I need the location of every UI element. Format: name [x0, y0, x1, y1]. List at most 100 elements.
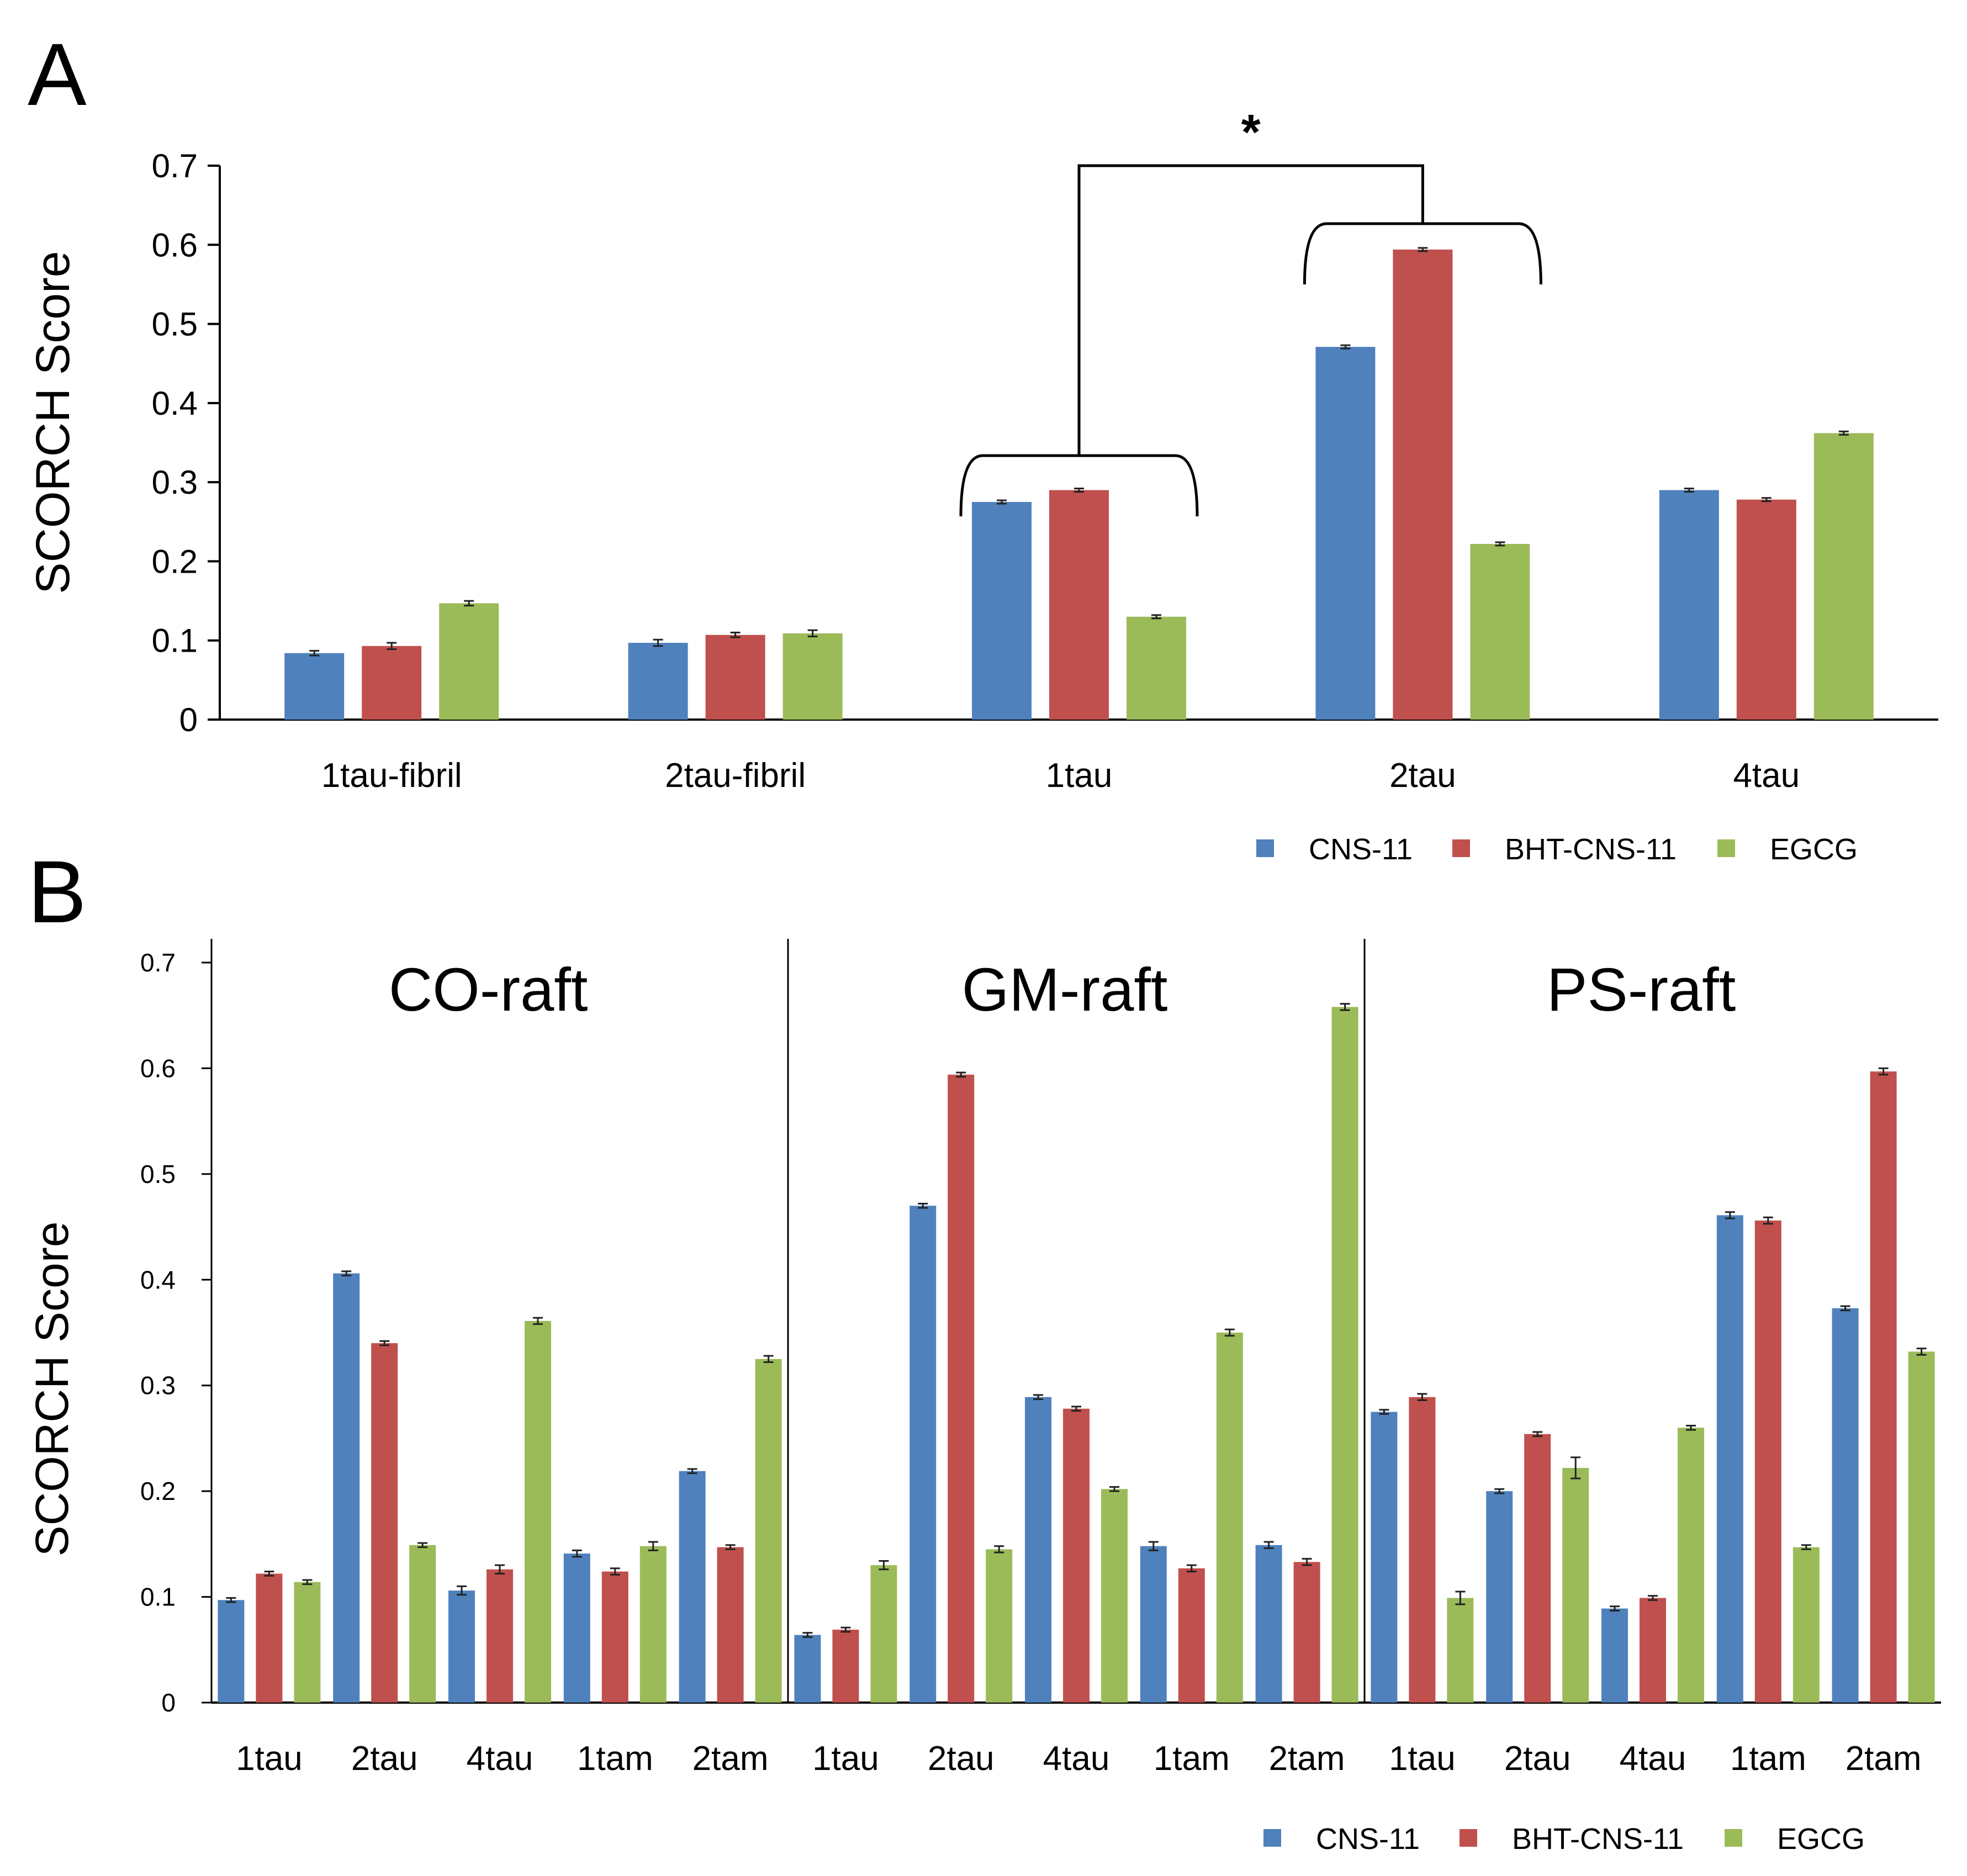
- panel-b-category-label: 4tau: [1043, 1740, 1110, 1778]
- group-title-co-raft: CO-raft: [389, 956, 588, 1024]
- bar-a-2tau-bht-cns-11: [1393, 249, 1453, 720]
- bar-b-ps-raft-2tam-cns-11-error-bar: [1840, 1305, 1850, 1312]
- bar-a-4tau-bht-cns-11-error-bar: [1761, 497, 1772, 503]
- bar-b-ps-raft-1tam-cns-11: [1716, 1215, 1743, 1703]
- group-title-gm-raft: GM-raft: [962, 956, 1168, 1024]
- bar-b-ps-raft-4tau-bht-cns-11-error-bar: [1648, 1595, 1658, 1601]
- bar-b-co-raft-1tam-egcg-error-bar: [648, 1541, 658, 1551]
- bar-b-co-raft-1tau-egcg-error-bar: [302, 1579, 313, 1586]
- bar-b-ps-raft-2tam-bht-cns-11: [1870, 1071, 1897, 1703]
- bar-a-1tau-fibril-bht-cns-11-error-bar: [387, 642, 397, 650]
- bar-b-gm-raft-4tau-cns-11: [1025, 1397, 1051, 1703]
- bar-b-ps-raft-2tau-egcg-error-bar: [1571, 1456, 1581, 1479]
- panel-a-bars: [284, 247, 1874, 720]
- bar-b-ps-raft-1tau-egcg: [1447, 1598, 1474, 1703]
- panel-b-category-label: 2tau: [351, 1740, 418, 1778]
- bar-a-4tau-egcg: [1813, 433, 1874, 720]
- bar-b-co-raft-1tam-bht-cns-11-error-bar: [610, 1567, 620, 1576]
- panel-b-category-label: 1tau: [1389, 1740, 1456, 1778]
- bar-b-ps-raft-4tau-egcg: [1678, 1428, 1704, 1703]
- panel-a-y-tick-label: 0.2: [152, 543, 198, 580]
- bar-b-ps-raft-2tau-cns-11: [1486, 1491, 1513, 1703]
- bar-a-4tau-bht-cns-11: [1736, 499, 1796, 720]
- bar-b-co-raft-4tau-egcg: [525, 1320, 551, 1703]
- bar-b-gm-raft-4tau-bht-cns-11-error-bar: [1071, 1405, 1081, 1412]
- bar-b-gm-raft-2tau-bht-cns-11: [948, 1074, 975, 1703]
- panel-a-y-tick-label: 0.5: [152, 306, 198, 343]
- legend-swatch-cns-11: [1256, 839, 1274, 857]
- bar-b-gm-raft-2tau-egcg-error-bar: [994, 1545, 1004, 1553]
- bar-b-gm-raft-4tau-egcg: [1101, 1489, 1128, 1703]
- bar-b-ps-raft-1tam-bht-cns-11: [1754, 1220, 1781, 1703]
- panel-b-category-label: 1tam: [1154, 1740, 1230, 1778]
- legend-label-cns-11: CNS-11: [1309, 833, 1413, 866]
- group-title-ps-raft: PS-raft: [1547, 956, 1736, 1024]
- bar-a-2tau-fibril-bht-cns-11: [705, 635, 765, 720]
- bar-b-ps-raft-2tam-egcg-error-bar: [1916, 1347, 1927, 1356]
- panel-b-y-axis-label: SCORCH Score: [26, 1222, 78, 1557]
- bar-b-co-raft-2tau-egcg-error-bar: [417, 1542, 428, 1549]
- bar-a-2tau-fibril-egcg-error-bar: [807, 629, 818, 638]
- legend-label-egcg: EGCG: [1770, 833, 1858, 866]
- bar-b-gm-raft-2tau-bht-cns-11-error-bar: [956, 1071, 966, 1078]
- bar-b-gm-raft-4tau-egcg-error-bar: [1109, 1486, 1119, 1492]
- panel-b-category-label: 2tau: [1504, 1740, 1571, 1778]
- panel-b-y-tick-label: 0.1: [140, 1583, 176, 1611]
- bar-b-gm-raft-2tam-cns-11: [1255, 1545, 1282, 1703]
- bar-b-co-raft-2tam-bht-cns-11-error-bar: [725, 1544, 736, 1550]
- bar-b-gm-raft-4tau-bht-cns-11: [1063, 1408, 1090, 1703]
- bar-b-gm-raft-1tam-egcg-error-bar: [1224, 1328, 1235, 1337]
- panel-b-y-tick-label: 0.6: [140, 1054, 176, 1082]
- panel-b-category-labels: 1tau 2tau 4tau 1tam 2tam 1tau 2tau 4tau 1tam 2tam…: [236, 1740, 1921, 1778]
- bar-b-ps-raft-1tam-egcg: [1792, 1547, 1820, 1703]
- bar-b-co-raft-2tam-bht-cns-11: [717, 1547, 744, 1703]
- panel-a-category-label: 2tau-fibril: [665, 757, 806, 795]
- bar-b-co-raft-1tau-cns-11-error-bar: [226, 1597, 236, 1603]
- panel-b-category-label: 2tam: [1269, 1740, 1345, 1778]
- legend-swatch-egcg: [1717, 839, 1735, 857]
- bar-b-gm-raft-1tam-cns-11-error-bar: [1148, 1541, 1159, 1551]
- panel-a-y-axis-label: SCORCH Score: [27, 251, 80, 594]
- legend-label-bht-cns-11: BHT-CNS-11: [1505, 833, 1677, 866]
- panel-b-category-label: 1tam: [577, 1740, 653, 1778]
- bar-b-co-raft-2tam-cns-11: [679, 1471, 706, 1703]
- bracket-comparison: [1077, 164, 1424, 456]
- panel-b-y-tick-label: 0.3: [140, 1371, 176, 1400]
- panel-b-chart: SCORCH Score 0 0.1 0.2 0.3 0.4 0.5 0.6 0.7 CO-r…: [26, 939, 1941, 1856]
- bar-b-ps-raft-2tau-cns-11-error-bar: [1494, 1488, 1505, 1494]
- bar-a-1tau-bht-cns-11: [1049, 490, 1109, 720]
- panel-b-category-label: 4tau: [467, 1740, 533, 1778]
- panel-b-category-label: 2tam: [1846, 1740, 1922, 1778]
- bar-b-co-raft-2tau-bht-cns-11: [371, 1343, 398, 1703]
- bar-b-ps-raft-1tam-cns-11-error-bar: [1725, 1211, 1735, 1219]
- bar-a-2tau-egcg-error-bar: [1495, 541, 1505, 547]
- bar-b-ps-raft-4tau-bht-cns-11: [1640, 1598, 1666, 1703]
- significance-star: *: [1241, 105, 1261, 160]
- bar-a-1tau-fibril-cns-11-error-bar: [309, 649, 320, 657]
- bar-a-1tau-fibril-egcg-error-bar: [464, 600, 474, 607]
- bar-b-ps-raft-1tau-egcg-error-bar: [1455, 1590, 1466, 1605]
- bar-a-4tau-cns-11-error-bar: [1684, 487, 1694, 493]
- bar-b-co-raft-2tau-bht-cns-11-error-bar: [379, 1340, 390, 1346]
- bar-b-co-raft-2tam-egcg: [755, 1359, 782, 1703]
- bar-b-ps-raft-1tam-egcg-error-bar: [1801, 1544, 1811, 1550]
- bar-b-co-raft-2tau-cns-11-error-bar: [341, 1270, 352, 1277]
- panel-b-label: B: [28, 842, 87, 941]
- bar-b-co-raft-4tau-egcg-error-bar: [533, 1317, 543, 1325]
- bar-b-co-raft-1tau-bht-cns-11: [256, 1573, 283, 1703]
- bar-a-1tau-fibril-cns-11: [284, 653, 345, 720]
- bar-a-2tau-fibril-egcg: [782, 633, 843, 720]
- bar-b-co-raft-1tau-bht-cns-11-error-bar: [264, 1571, 274, 1577]
- bar-b-gm-raft-2tau-cns-11-error-bar: [918, 1202, 928, 1209]
- bar-b-ps-raft-2tau-egcg: [1562, 1468, 1589, 1703]
- panel-a-y-tick-label: 0.6: [152, 226, 198, 263]
- bar-a-4tau-egcg-error-bar: [1838, 430, 1849, 436]
- bar-a-2tau-bht-cns-11-error-bar: [1418, 247, 1428, 252]
- legend-swatch-bht-cns-11: [1452, 839, 1470, 857]
- bar-a-1tau-fibril-bht-cns-11: [362, 646, 422, 720]
- panel-a-chart: SCORCH Score 0 0.1 0.2 0.3 0.4 0.5 0.6 0.7 1tau…: [27, 105, 1938, 866]
- bar-b-gm-raft-1tau-bht-cns-11-error-bar: [840, 1626, 851, 1633]
- panel-a-legend: CNS-11 BHT-CNS-11 EGCG: [1256, 833, 1858, 866]
- bar-b-co-raft-4tau-cns-11: [448, 1590, 475, 1703]
